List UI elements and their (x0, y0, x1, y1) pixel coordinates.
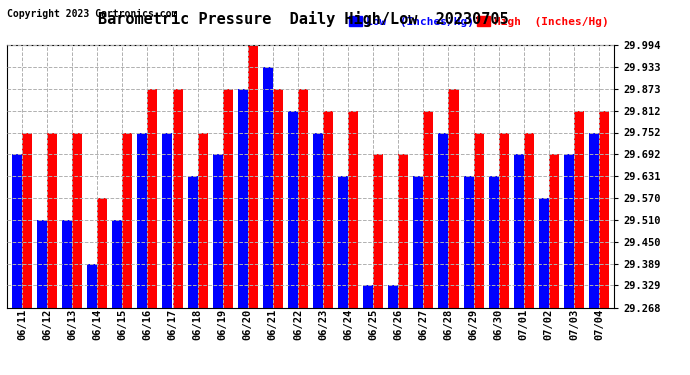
Bar (22, 132, 32, 308)
Bar (137, 132, 148, 308)
Bar (223, 89, 233, 308)
Bar (464, 176, 473, 308)
Bar (197, 132, 208, 308)
Bar (162, 132, 172, 308)
Bar (72, 132, 82, 308)
Bar (448, 89, 459, 308)
Bar (489, 176, 499, 308)
Bar (524, 132, 534, 308)
Bar (388, 285, 398, 308)
Bar (112, 220, 122, 308)
Text: Barometric Pressure  Daily High/Low  20230705: Barometric Pressure Daily High/Low 20230… (98, 11, 509, 27)
Bar (514, 154, 524, 308)
Bar (172, 89, 183, 308)
Bar (323, 111, 333, 308)
Bar (363, 285, 373, 308)
Bar (313, 132, 323, 308)
Bar (288, 111, 298, 308)
Bar (37, 220, 47, 308)
Bar (599, 111, 609, 308)
Bar (499, 132, 509, 308)
Bar (263, 67, 273, 308)
Bar (298, 89, 308, 308)
Bar (549, 154, 559, 308)
Bar (424, 111, 433, 308)
Bar (97, 198, 107, 308)
Bar (589, 132, 599, 308)
Bar (87, 264, 97, 308)
Bar (338, 176, 348, 308)
Bar (188, 176, 197, 308)
Bar (348, 111, 358, 308)
Bar (413, 176, 424, 308)
Bar (574, 111, 584, 308)
Bar (148, 89, 157, 308)
Bar (398, 154, 408, 308)
Text: Copyright 2023 Cartronics.com: Copyright 2023 Cartronics.com (7, 9, 177, 19)
Bar (213, 154, 223, 308)
Bar (248, 45, 258, 308)
Bar (473, 132, 484, 308)
Bar (564, 154, 574, 308)
Bar (238, 89, 248, 308)
Bar (273, 89, 283, 308)
Bar (12, 154, 22, 308)
Legend: Low  (Inches/Hg), High  (Inches/Hg): Low (Inches/Hg), High (Inches/Hg) (349, 16, 609, 27)
Bar (373, 154, 383, 308)
Bar (47, 132, 57, 308)
Bar (438, 132, 449, 308)
Bar (539, 198, 549, 308)
Bar (62, 220, 72, 308)
Bar (122, 132, 132, 308)
